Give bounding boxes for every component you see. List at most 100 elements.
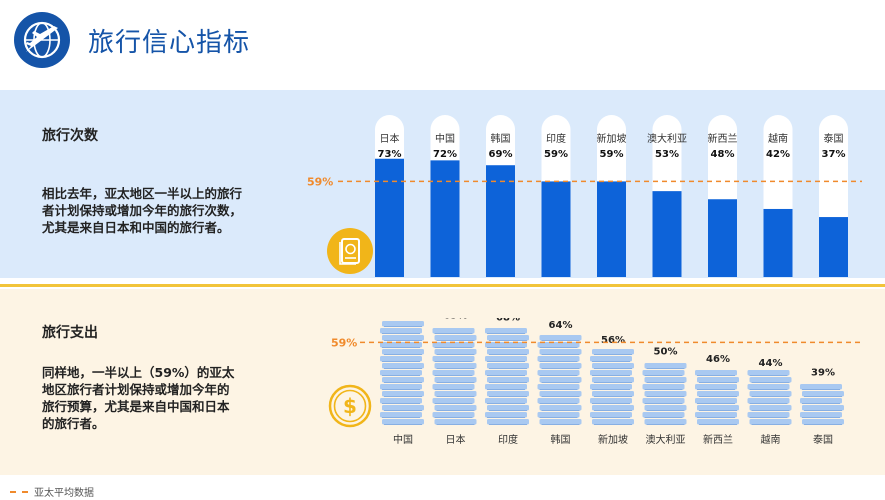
spend-stack-plate xyxy=(644,363,687,369)
trip-category-label: 新西兰 xyxy=(708,132,738,145)
spend-stack-plate xyxy=(432,398,475,404)
spend-stack-plate xyxy=(382,391,424,397)
spend-stack-plate xyxy=(485,356,527,362)
spend-stack-plate xyxy=(382,419,424,425)
trips-desc-line-3: 尤其是来自日本和中国的旅行者。 xyxy=(42,220,230,235)
spend-stack-plate xyxy=(644,419,687,425)
dollar-coin-icon: $ xyxy=(327,383,373,429)
spend-stack-plate xyxy=(590,384,632,390)
trip-value-label: 53% xyxy=(655,149,679,160)
spend-stack-plate xyxy=(642,384,685,390)
spend-category-label: 泰国 xyxy=(813,433,833,446)
trip-bar xyxy=(486,165,515,277)
spend-stack-plate xyxy=(537,342,580,348)
spend-stack-plate xyxy=(432,328,475,334)
spend-stack-plate xyxy=(432,342,475,348)
trip-bar xyxy=(652,191,682,277)
spend-stack-plate xyxy=(380,370,422,376)
trip-category-label: 澳大利亚 xyxy=(647,132,687,145)
trip-bar xyxy=(430,160,460,277)
spend-stack-plate xyxy=(697,377,739,383)
spend-stack-plate xyxy=(592,405,634,411)
trip-value-label: 72% xyxy=(433,149,457,160)
trip-bar xyxy=(597,181,626,277)
spend-stack-plate xyxy=(644,391,687,397)
spend-stack-plate xyxy=(487,405,529,411)
legend: 亚太平均数据 xyxy=(10,484,94,499)
spend-stack-plate xyxy=(644,405,687,411)
trip-reference-label: 59% xyxy=(307,175,333,188)
spend-stack-plate xyxy=(382,405,424,411)
spend-stack-plate xyxy=(539,391,582,397)
spend-stack-plate xyxy=(590,356,632,362)
spend-stack-plate xyxy=(695,398,737,404)
spend-value-label: 68% xyxy=(496,318,520,323)
spend-value-label: 69% xyxy=(444,318,468,321)
spend-desc-line-1: 同样地，一半以上（59%）的亚太 xyxy=(42,365,235,380)
spend-description: 同样地，一半以上（59%）的亚太 地区旅行者计划保持或增加今年的 旅行预算，尤其… xyxy=(42,364,234,432)
trip-bar xyxy=(375,158,404,277)
spend-stack-plate xyxy=(642,398,685,404)
spend-stack-plate xyxy=(487,335,529,341)
spend-stack-plate xyxy=(434,335,477,341)
spend-stack-plate xyxy=(592,391,634,397)
spend-stack-plate xyxy=(800,398,842,404)
spend-stack-plate xyxy=(487,391,529,397)
spend-category-label: 新加坡 xyxy=(598,433,628,446)
spend-stack-plate xyxy=(432,384,475,390)
spend-stack-plate xyxy=(382,363,424,369)
spend-category-label: 澳大利亚 xyxy=(646,433,686,446)
spend-stack-plate xyxy=(537,398,580,404)
spend-category-label: 韩国 xyxy=(551,433,571,446)
trip-value-label: 73% xyxy=(378,149,402,160)
spend-stack-plate xyxy=(485,384,527,390)
spend-stack-plate xyxy=(434,363,477,369)
trip-bar xyxy=(763,208,793,277)
trips-description: 相比去年，亚太地区一半以上的旅行 者计划保持或增加今年的旅行次数， 尤其是来自日… xyxy=(42,185,242,236)
spend-stack-plate xyxy=(434,419,477,425)
spend-stack-plate xyxy=(800,412,842,418)
spend-stack-plate xyxy=(747,398,790,404)
trip-bar xyxy=(541,181,571,277)
spend-stack-plate xyxy=(432,370,475,376)
spend-desc-line-2: 地区旅行者计划保持或增加今年的 xyxy=(42,382,230,397)
spend-stack-plate xyxy=(487,363,529,369)
spend-stack-plate xyxy=(539,419,582,425)
spend-stack-plate xyxy=(592,349,634,355)
trip-category-label: 新加坡 xyxy=(597,132,627,145)
spend-stack-plate xyxy=(537,356,580,362)
legend-label: 亚太平均数据 xyxy=(34,488,94,499)
spend-stack-plate xyxy=(590,412,632,418)
spend-stack-chart: 72%中国69%日本68%印度64%韩国56%新加坡50%澳大利亚46%新西兰4… xyxy=(331,318,862,446)
spend-stack-plate xyxy=(380,356,422,362)
spend-stack-plate xyxy=(485,370,527,376)
spend-stack-plate xyxy=(380,412,422,418)
spend-stack-plate xyxy=(537,384,580,390)
spend-value-label: 56% xyxy=(601,335,625,346)
spend-stack-plate xyxy=(695,384,737,390)
trip-category-label: 印度 xyxy=(546,132,566,145)
spend-stack-plate xyxy=(485,412,527,418)
spend-category-label: 越南 xyxy=(761,433,781,446)
spend-stack-plate xyxy=(432,356,475,362)
spend-stack-plate xyxy=(802,405,844,411)
spend-stack-plate xyxy=(642,370,685,376)
spend-stack-plate xyxy=(539,377,582,383)
trips-section-title: 旅行次数 xyxy=(42,128,98,144)
spend-stack-plate xyxy=(434,405,477,411)
spend-reference-label: 59% xyxy=(331,336,357,349)
spend-value-label: 44% xyxy=(759,358,783,369)
spend-stack-plate xyxy=(590,398,632,404)
spend-stack-plate xyxy=(539,405,582,411)
svg-text:$: $ xyxy=(343,394,357,418)
spend-stack-plate xyxy=(747,412,790,418)
spend-stack-plate xyxy=(697,405,739,411)
spend-stack-plate xyxy=(539,349,582,355)
trip-value-label: 69% xyxy=(489,149,513,160)
spend-stack-plate xyxy=(747,370,790,376)
spend-category-label: 日本 xyxy=(446,433,466,446)
spend-stack-plate xyxy=(697,419,739,425)
spend-stack-plate xyxy=(539,363,582,369)
spend-stack-plate xyxy=(380,398,422,404)
spend-stack-plate xyxy=(382,349,424,355)
